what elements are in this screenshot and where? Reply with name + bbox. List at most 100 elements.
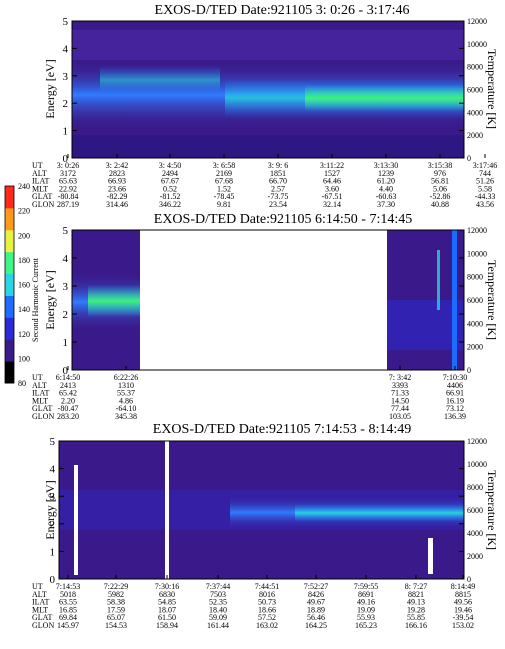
- y2-tick-label: 4000: [467, 319, 483, 328]
- ephemeris-value: 3: 0:26: [57, 161, 79, 170]
- ephemeris-value: -64.10: [116, 404, 137, 413]
- ephemeris-value: 154.53: [105, 621, 127, 630]
- ephemeris-value: 3: 2:42: [106, 161, 128, 170]
- panel-2-title: EXOS-D/TED Date:921105 6:14:50 - 7:14:45: [154, 212, 412, 227]
- panel-1-early-enhancement: [100, 65, 220, 95]
- ephemeris-value: 5.58: [478, 184, 492, 193]
- colorbar-cell: [5, 207, 14, 231]
- y2-tick-label: 4000: [467, 529, 483, 538]
- panel-2-right-edge: [452, 230, 457, 370]
- ephemeris-value: 7:52:27: [304, 582, 328, 591]
- ephemeris-value: 5982: [108, 590, 124, 599]
- y-tick-label: 3: [63, 281, 69, 293]
- y-tick-label: 1: [50, 546, 56, 558]
- ephemeris-row-label: ALT: [32, 590, 47, 599]
- ephemeris-value: 2169: [216, 169, 232, 178]
- ephemeris-value: 69.84: [59, 613, 77, 622]
- ephemeris-value: 17.59: [107, 605, 125, 614]
- colorbar: 80 100 120 140 160 180 200 220 240 Second Harmon…: [4, 182, 40, 388]
- y2-tick-label: 12000: [467, 226, 487, 235]
- y2-tick-label: 4000: [467, 108, 483, 117]
- panel-2: EXOS-D/TED Date:921105 6:14:50 - 7:14:45…: [32, 212, 499, 421]
- ephemeris-value: 61.50: [158, 613, 176, 622]
- ephemeris-value: 5.06: [433, 184, 447, 193]
- ephemeris-value: 9.81: [217, 200, 231, 209]
- ephemeris-value: -73.75: [268, 192, 289, 201]
- y2-tick-label: 8000: [467, 483, 483, 492]
- ephemeris-row-label: UT: [32, 373, 43, 382]
- ephemeris-value: 7:22:29: [104, 582, 128, 591]
- colorbar-cells: [5, 186, 14, 384]
- colorbar-tick-label: 120: [18, 330, 30, 339]
- ephemeris-value: 7:37:44: [206, 582, 230, 591]
- ephemeris-row-label: GLON: [32, 412, 54, 421]
- colorbar-tick-label: 100: [18, 354, 30, 363]
- ephemeris-value: 158.94: [156, 621, 178, 630]
- y2-tick-label: 2000: [467, 552, 483, 561]
- y2-tick-label: 0: [467, 154, 471, 163]
- y2-tick-label: 2000: [467, 343, 483, 352]
- ephemeris-value: 66.93: [108, 177, 126, 186]
- ephemeris-value: 67.68: [215, 177, 233, 186]
- colorbar-tick-label: 220: [18, 207, 30, 216]
- ephemeris-row-label: MLT: [32, 605, 48, 614]
- ephemeris-value: 2413: [60, 381, 76, 390]
- panel-3: EXOS-D/TED Date:921105 7:14:53 - 8:14:49…: [32, 422, 499, 630]
- panel-1-frame: [71, 20, 465, 159]
- ephemeris-value: 153.02: [452, 621, 474, 630]
- ephemeris-value: 5018: [60, 590, 76, 599]
- ephemeris-value: 3: 4:50: [159, 161, 181, 170]
- ephemeris-value: 77.44: [391, 404, 409, 413]
- ephemeris-value: 55.85: [407, 613, 425, 622]
- ephemeris-value: 40.88: [431, 200, 449, 209]
- ephemeris-value: -39.54: [453, 613, 474, 622]
- ephemeris-value: -67.51: [322, 192, 343, 201]
- colorbar-tick-label: 160: [18, 281, 30, 290]
- ephemeris-value: 7:14:53: [56, 582, 80, 591]
- y2-tick-label: 12000: [467, 437, 487, 446]
- panel-2-y-ticks: 0 1 2 3 4 5: [63, 225, 464, 377]
- colorbar-tick-label: 180: [18, 256, 30, 265]
- panel-2-y2label: Temperature [K]: [485, 260, 499, 340]
- panel-1: EXOS-D/TED Date:921105 3: 0:26 - 3:17:46…: [32, 3, 499, 209]
- ephemeris-value: 19.28: [407, 605, 425, 614]
- y2-tick-label: 6000: [467, 86, 483, 95]
- y2-tick-label: 10000: [467, 40, 487, 49]
- y2-tick-label: 0: [467, 366, 471, 375]
- ephemeris-value: 2494: [162, 169, 178, 178]
- ephemeris-value: 3:17:46: [473, 161, 497, 170]
- ephemeris-value: 136.39: [444, 412, 466, 421]
- y-tick-label: 0: [63, 365, 69, 377]
- ephemeris-value: 50.73: [258, 598, 276, 607]
- y2-tick-label: 8000: [467, 273, 483, 282]
- ephemeris-value: 8016: [259, 590, 275, 599]
- ephemeris-value: 7:30:16: [155, 582, 179, 591]
- ephemeris-value: 3:13:30: [374, 161, 398, 170]
- ephemeris-value: 8691: [358, 590, 374, 599]
- y-tick-label: 1: [63, 337, 69, 349]
- panel-2-right-band: [387, 300, 464, 350]
- y-tick-label: 4: [63, 43, 69, 55]
- ephemeris-value: 66.70: [269, 177, 287, 186]
- ephemeris-value: 49.56: [454, 598, 472, 607]
- ephemeris-row-label: ILAT: [32, 177, 49, 186]
- colorbar-label: Second Harmonic Current: [31, 257, 40, 342]
- ephemeris-row-label: MLT: [32, 396, 48, 405]
- colorbar-ticks: 80 100 120 140 160 180 200 220 240: [18, 182, 30, 388]
- ephemeris-value: 14.50: [391, 396, 409, 405]
- ephemeris-value: 8815: [455, 590, 471, 599]
- colorbar-tick-label: 140: [18, 305, 30, 314]
- ephemeris-value: 8426: [308, 590, 324, 599]
- ephemeris-row-label: UT: [32, 161, 43, 170]
- ephemeris-value: 43.56: [476, 200, 494, 209]
- panel-3-cyan-band: [295, 504, 464, 522]
- ephemeris-value: 73.12: [446, 404, 464, 413]
- ephemeris-value: 283.20: [57, 412, 79, 421]
- ephemeris-row-label: MLT: [32, 184, 48, 193]
- ephemeris-row-label: GLAT: [32, 192, 53, 201]
- ephemeris-value: 63.55: [59, 598, 77, 607]
- ephemeris-value: 163.02: [256, 621, 278, 630]
- ephemeris-value: 7:59:55: [354, 582, 378, 591]
